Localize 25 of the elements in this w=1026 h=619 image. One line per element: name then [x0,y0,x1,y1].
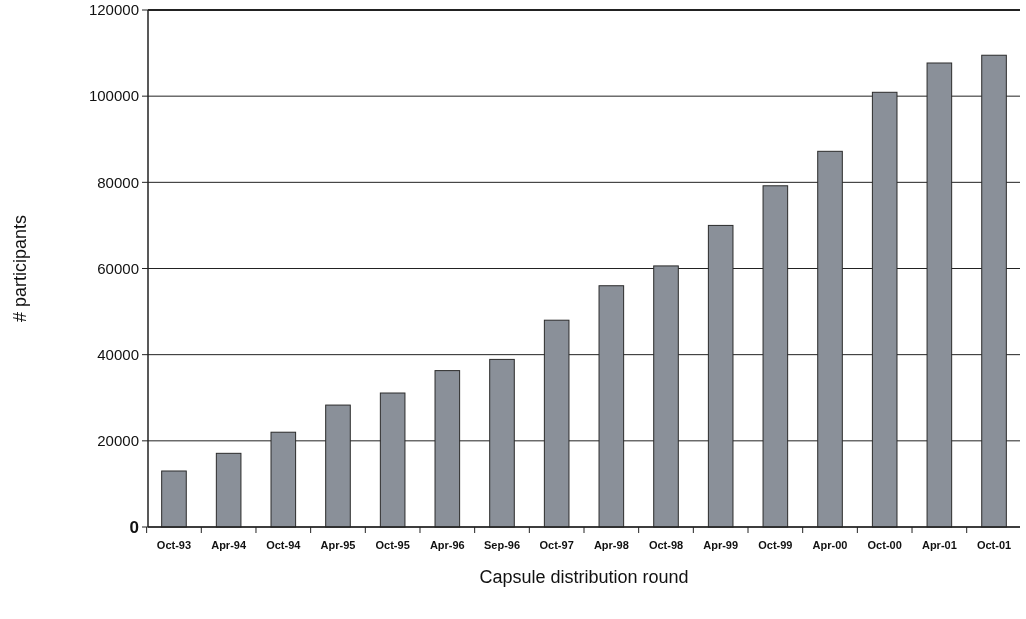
x-tick-label: Apr-01 [921,539,957,551]
x-tick-label: Oct-01 [976,539,1012,551]
x-tick-label: Oct-99 [758,539,793,551]
y-tick-label: 80000 [97,173,139,191]
x-tick-label: Sep-96 [483,539,521,551]
y-axis-title: # participants [10,214,30,323]
x-tick-label: Oct-94 [266,539,302,551]
y-tick-label: 40000 [97,345,139,363]
x-axis-title: Capsule distribution round [479,567,689,587]
x-tick-label: Apr-96 [429,539,465,551]
x-tick-label: Oct-93 [156,539,192,551]
x-tick-label: Apr-98 [593,539,629,551]
y-tick-label: 100000 [88,87,139,105]
y-tick-label: 0 [129,517,139,537]
x-tick-label: Oct-95 [375,539,410,551]
y-tick-label: 60000 [97,259,139,277]
x-tick-label: Apr-00 [812,539,848,551]
x-tick-label: Oct-98 [648,539,684,551]
x-tick-label: Apr-99 [703,539,739,551]
x-tick-label: Oct-00 [867,539,902,551]
x-tick-label: Apr-95 [320,539,356,551]
y-tick-label: 20000 [97,432,139,450]
x-tick-label: Oct-97 [539,539,574,551]
y-tick-label: 120000 [88,1,139,19]
x-tick-label: Apr-94 [211,539,247,551]
